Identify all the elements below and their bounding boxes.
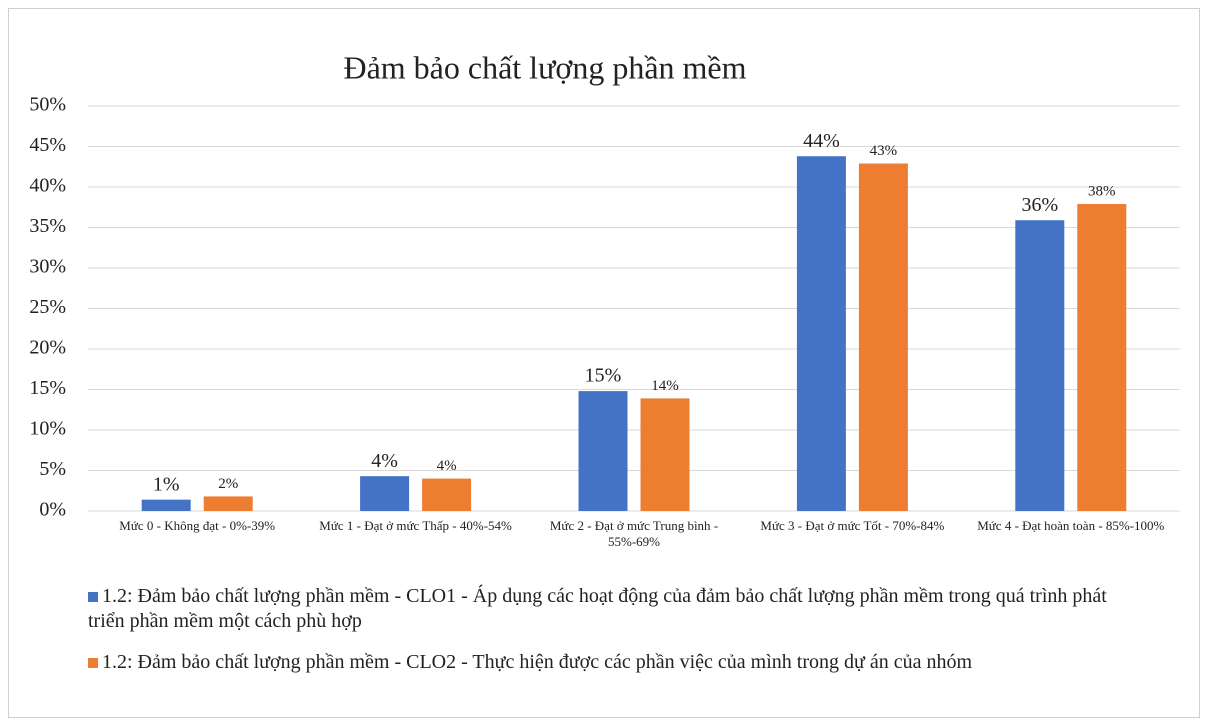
y-tick-label: 30% <box>29 256 66 278</box>
data-label: 38% <box>1088 183 1116 199</box>
data-label: 4% <box>437 458 457 474</box>
x-tick-label: Mức 1 - Đạt ở mức Thấp - 40%-54% <box>319 518 512 533</box>
bar <box>1077 204 1127 511</box>
legend-item: 1.2: Đảm bảo chất lượng phần mềm - CLO1 … <box>88 584 1108 634</box>
x-tick-label: Mức 4 - Đạt hoàn toàn - 85%-100% <box>977 518 1165 533</box>
bar <box>858 163 908 511</box>
bar <box>422 478 472 511</box>
x-tick-label: Mức 3 - Đạt ở mức Tốt - 70%-84% <box>760 518 945 533</box>
data-label: 43% <box>870 143 898 159</box>
data-label: 44% <box>803 130 840 152</box>
y-tick-label: 10% <box>29 418 66 440</box>
y-tick-label: 40% <box>29 175 66 197</box>
y-tick-label: 50% <box>29 94 66 116</box>
x-tick-label: Mức 2 - Đạt ở mức Trung bình - 55%-69% <box>549 518 719 549</box>
bar <box>141 499 191 511</box>
data-label: 36% <box>1021 194 1058 216</box>
data-label: 14% <box>651 378 679 394</box>
chart-title: Đảm bảo chất lượng phần mềm <box>343 49 746 85</box>
bar <box>360 476 410 511</box>
y-tick-label: 15% <box>29 377 66 399</box>
chart-border <box>8 8 1200 718</box>
legend-label: 1.2: Đảm bảo chất lượng phần mềm - CLO2 … <box>102 651 973 673</box>
x-tick-label: Mức 0 - Không đạt - 0%-39% <box>119 518 276 533</box>
y-tick-label: 25% <box>29 296 66 318</box>
data-label: 15% <box>585 365 622 387</box>
y-tick-label: 5% <box>39 458 66 480</box>
bar <box>640 398 690 511</box>
bar <box>796 156 846 511</box>
bar <box>1015 220 1065 511</box>
y-tick-label: 0% <box>39 499 66 521</box>
data-label: 2% <box>218 476 238 492</box>
data-label: 1% <box>153 473 180 495</box>
legend-swatch <box>88 658 98 668</box>
y-tick-label: 35% <box>29 215 66 237</box>
bar <box>203 496 253 511</box>
bar <box>578 391 628 511</box>
legend-swatch <box>88 592 98 602</box>
legend-item: 1.2: Đảm bảo chất lượng phần mềm - CLO2 … <box>88 650 1108 675</box>
y-tick-label: 45% <box>29 134 66 156</box>
y-tick-label: 20% <box>29 337 66 359</box>
data-label: 4% <box>371 450 398 472</box>
legend-label: 1.2: Đảm bảo chất lượng phần mềm - CLO1 … <box>88 585 1107 632</box>
